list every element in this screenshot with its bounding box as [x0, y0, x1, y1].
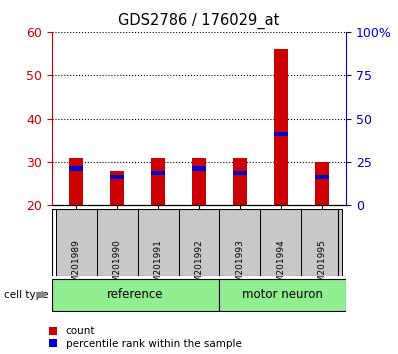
Bar — [219, 209, 260, 276]
Bar — [314, 162, 329, 205]
Text: cell type: cell type — [4, 290, 49, 300]
Text: motor neuron: motor neuron — [242, 288, 323, 301]
Bar — [233, 158, 247, 205]
Bar — [97, 209, 138, 276]
Bar — [274, 132, 288, 136]
Bar — [69, 166, 84, 171]
Text: GSM201991: GSM201991 — [154, 239, 163, 294]
Bar — [110, 175, 124, 179]
Bar — [301, 209, 342, 276]
Text: GSM201993: GSM201993 — [235, 239, 244, 294]
Text: GSM201994: GSM201994 — [276, 239, 285, 294]
Bar — [179, 209, 219, 276]
Bar — [69, 158, 84, 205]
Bar — [233, 171, 247, 175]
Bar — [110, 171, 124, 205]
Bar — [192, 166, 206, 171]
Bar — [151, 158, 165, 205]
Bar — [274, 49, 288, 205]
Text: reference: reference — [107, 288, 164, 301]
Bar — [56, 209, 97, 276]
Bar — [260, 209, 301, 276]
Title: GDS2786 / 176029_at: GDS2786 / 176029_at — [118, 13, 280, 29]
Text: GSM201995: GSM201995 — [317, 239, 326, 294]
Bar — [314, 175, 329, 179]
Text: GSM201990: GSM201990 — [113, 239, 122, 294]
Text: GSM201989: GSM201989 — [72, 239, 81, 294]
Text: GSM201992: GSM201992 — [195, 239, 203, 294]
Bar — [151, 171, 165, 175]
Bar — [52, 279, 219, 311]
Bar — [219, 279, 346, 311]
Bar — [138, 209, 179, 276]
Legend: count, percentile rank within the sample: count, percentile rank within the sample — [49, 326, 242, 349]
Bar — [192, 158, 206, 205]
